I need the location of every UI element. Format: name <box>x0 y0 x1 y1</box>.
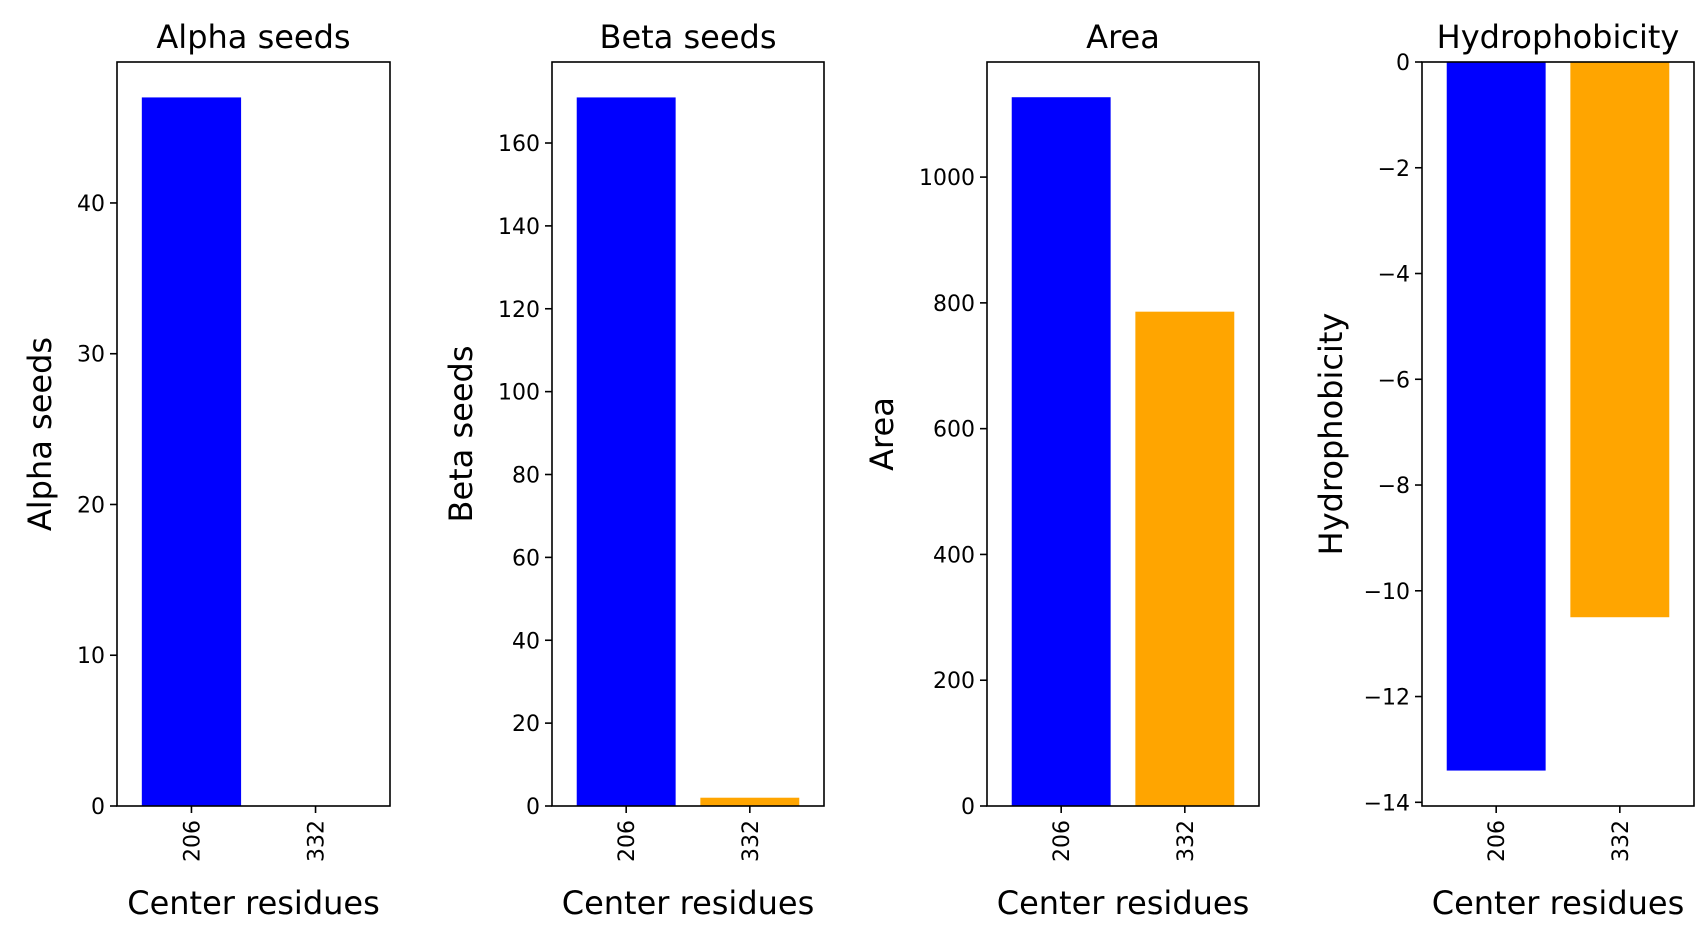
y-tick-label: 400 <box>933 543 975 568</box>
y-tick-label: 140 <box>498 215 540 240</box>
bars <box>1446 62 1670 771</box>
y-tick-label: −8 <box>1378 474 1410 499</box>
bar-332 <box>700 797 800 806</box>
y-ticks: 0 200 400 600 800 1000 <box>919 166 987 820</box>
y-axis-label: Area <box>863 397 901 471</box>
y-tick-label: 30 <box>77 343 105 368</box>
bars <box>576 97 800 806</box>
y-tick-label: −2 <box>1378 157 1410 182</box>
axes-frame <box>1421 61 1695 807</box>
x-axis-label: Center residues <box>127 884 380 922</box>
y-axis-label: Hydrophobicity <box>1312 313 1350 556</box>
chart-title: Area <box>1086 18 1160 56</box>
bar-206 <box>141 97 242 806</box>
x-ticks: 206 332 <box>615 806 764 862</box>
bar-206 <box>576 97 676 806</box>
y-axis-label: Beta seeds <box>442 346 480 523</box>
y-tick-label: 200 <box>933 669 975 694</box>
bars <box>141 97 242 806</box>
chart-title: Alpha seeds <box>156 18 350 56</box>
y-tick-label: 0 <box>526 795 540 820</box>
x-tick-label: 206 <box>1485 820 1510 862</box>
x-axis-label: Center residues <box>997 884 1250 922</box>
bar-332 <box>1135 311 1235 806</box>
y-tick-label: 100 <box>498 381 540 406</box>
y-tick-label: 0 <box>1396 51 1410 76</box>
y-tick-label: 1000 <box>919 166 975 191</box>
x-axis-label: Center residues <box>562 884 815 922</box>
bar-206 <box>1446 62 1546 771</box>
y-tick-label: 0 <box>961 795 975 820</box>
x-tick-label: 332 <box>1174 820 1199 862</box>
y-ticks: 0 −2 −4 −6 −8 −10 −12 −14 <box>1364 51 1422 816</box>
axes-frame <box>551 61 825 807</box>
chart-title: Beta seeds <box>600 18 777 56</box>
x-tick-label: 206 <box>180 820 205 862</box>
x-tick-label: 206 <box>1050 820 1075 862</box>
chart-title: Hydrophobicity <box>1437 18 1680 56</box>
y-tick-label: 20 <box>77 493 105 518</box>
x-tick-label: 332 <box>1609 820 1634 862</box>
y-tick-label: −6 <box>1378 368 1410 393</box>
y-tick-label: 600 <box>933 418 975 443</box>
panel-beta-seeds: Beta seeds Beta seeds Center residues 0 2… <box>442 18 825 922</box>
y-axis-label: Alpha seeds <box>21 337 59 531</box>
x-ticks: 206 332 <box>1050 806 1199 862</box>
y-ticks: 0 20 40 60 80 100 120 140 160 <box>498 132 552 820</box>
x-axis-label: Center residues <box>1432 884 1685 922</box>
y-tick-label: 10 <box>77 644 105 669</box>
x-ticks: 206 332 <box>180 806 330 862</box>
x-tick-label: 332 <box>305 820 330 862</box>
y-tick-label: 800 <box>933 292 975 317</box>
x-tick-label: 332 <box>739 820 764 862</box>
axes-frame <box>986 61 1260 807</box>
y-tick-label: −4 <box>1378 263 1410 288</box>
y-tick-label: 120 <box>498 298 540 323</box>
y-tick-label: 20 <box>512 712 540 737</box>
panel-area: Area Area Center residues 0 200 400 600 800 1… <box>863 18 1260 922</box>
y-tick-label: 160 <box>498 132 540 157</box>
bar-332 <box>1570 62 1670 618</box>
y-tick-label: 40 <box>77 192 105 217</box>
y-tick-label: −12 <box>1364 686 1410 711</box>
panel-alpha-seeds: Alpha seeds Alpha seeds Center residues … <box>21 18 391 922</box>
y-tick-label: −14 <box>1364 791 1410 816</box>
x-tick-label: 206 <box>615 820 640 862</box>
bars <box>1011 97 1235 806</box>
x-ticks: 206 332 <box>1485 806 1634 862</box>
panel-hydrophobicity: Hydrophobicity Hydrophobicity Center res… <box>1312 18 1695 922</box>
y-tick-label: 60 <box>512 546 540 571</box>
axes-frame <box>116 61 391 807</box>
y-tick-label: −10 <box>1364 580 1410 605</box>
y-tick-label: 0 <box>91 795 105 820</box>
y-ticks: 0 10 20 30 40 <box>77 192 117 820</box>
bar-206 <box>1011 97 1111 806</box>
y-tick-label: 40 <box>512 629 540 654</box>
y-tick-label: 80 <box>512 464 540 489</box>
